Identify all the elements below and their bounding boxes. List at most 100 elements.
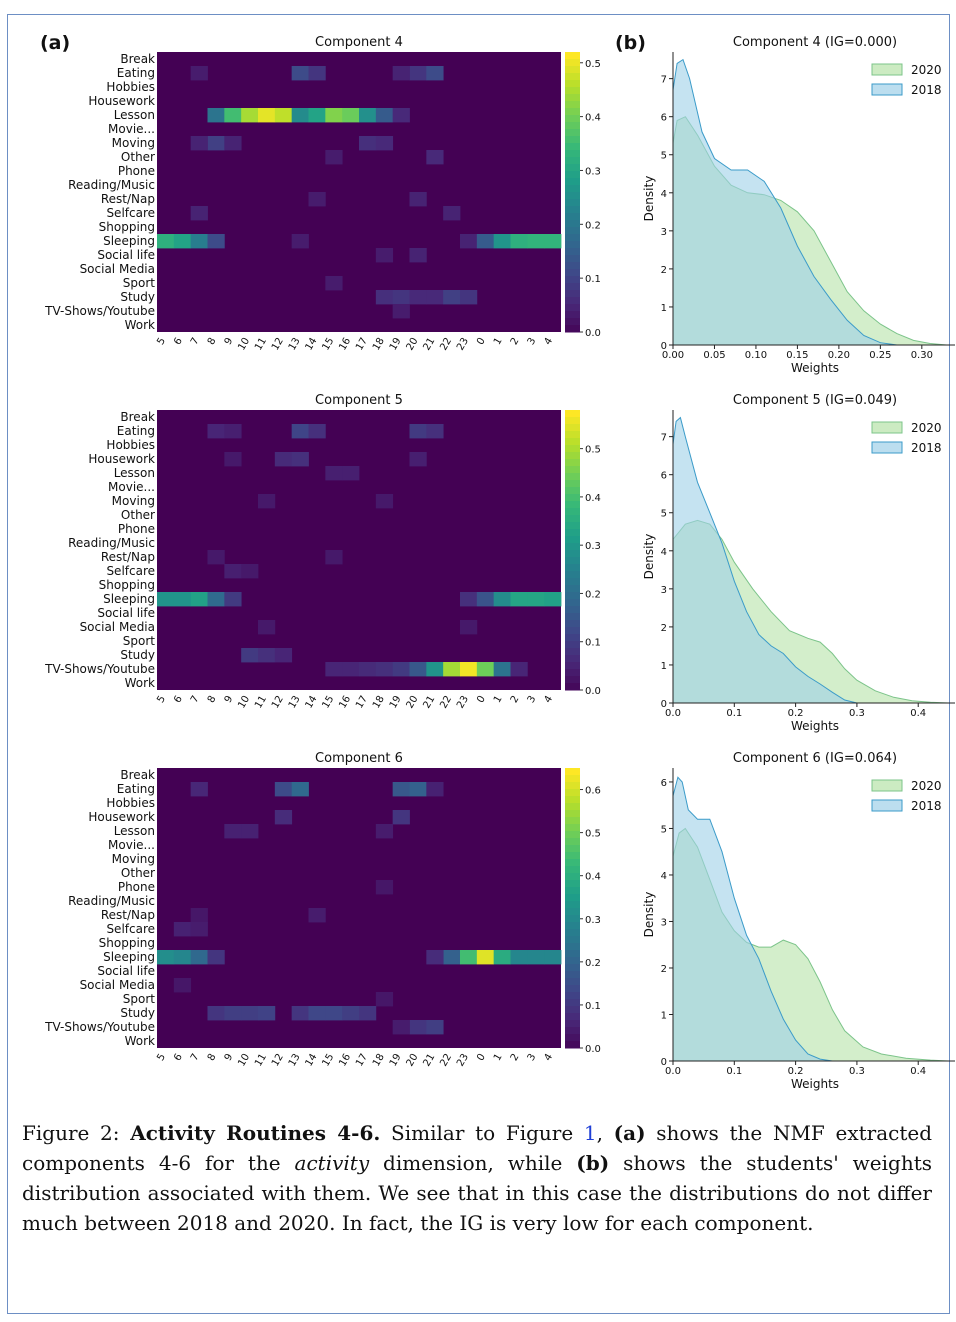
colorbar-segment	[565, 80, 580, 88]
heatmap-cell	[308, 1006, 326, 1021]
heatmap-cell	[241, 648, 259, 663]
colorbar-tick-label: 0.0	[585, 1044, 601, 1055]
colorbar-segment	[565, 578, 580, 586]
colorbar-segment	[565, 585, 580, 593]
kde-y-axis-label: Density	[642, 534, 656, 580]
colorbar-segment	[565, 150, 580, 158]
heatmap-cell	[308, 108, 326, 123]
heatmap-background	[157, 52, 561, 332]
colorbar-segment	[565, 936, 580, 944]
colorbar-segment	[565, 164, 580, 172]
colorbar-segment	[565, 1041, 580, 1049]
row-label: Break	[120, 52, 155, 66]
heatmap-cell	[173, 592, 192, 607]
colorbar-segment	[565, 66, 580, 74]
kde-x-tick-label: 0.2	[788, 1066, 804, 1077]
column-label: 18	[371, 1052, 387, 1069]
heatmap-cell	[443, 206, 461, 221]
kde-x-tick-label: 0.10	[745, 350, 767, 361]
heatmap-cell	[409, 662, 427, 677]
heatmap-cell	[375, 136, 394, 151]
kde-x-tick-label: 0.20	[828, 350, 850, 361]
heatmap-cell	[392, 66, 410, 81]
colorbar-segment	[565, 599, 580, 607]
column-label: 21	[421, 694, 437, 711]
heatmap-cell	[375, 992, 394, 1007]
heatmap-title: Component 6	[315, 751, 403, 766]
colorbar-tick-label: 0.1	[585, 274, 601, 285]
colorbar-tick-label: 0.3	[585, 166, 601, 177]
heatmap-cell	[224, 136, 242, 151]
row-label: Hobbies	[106, 80, 155, 94]
column-label: 18	[371, 336, 387, 353]
row-label: Selfcare	[106, 922, 155, 936]
colorbar-tick-label: 0.4	[585, 113, 601, 124]
colorbar-segment	[565, 852, 580, 860]
column-label: 0	[475, 336, 488, 347]
legend-label-2018: 2018	[911, 441, 942, 455]
heatmap-cell	[392, 1020, 410, 1035]
row-label: Reading/Music	[68, 894, 155, 908]
kde-y-axis-label: Density	[642, 892, 656, 938]
kde-y-tick-label: 4	[661, 871, 667, 882]
colorbar-segment	[565, 1013, 580, 1021]
colorbar-segment	[565, 220, 580, 228]
caption-ref-b: (b)	[576, 1151, 610, 1175]
colorbar-segment	[565, 922, 580, 930]
heatmap-cell	[258, 108, 276, 123]
colorbar-segment	[565, 185, 580, 193]
heatmap-cell	[325, 550, 343, 565]
row-label: Eating	[117, 782, 155, 796]
kde-y-tick-label: 1	[661, 303, 667, 314]
caption-text: shows the students' weights distribution…	[22, 1151, 932, 1235]
column-label: 12	[270, 336, 286, 353]
colorbar-tick-label: 0.5	[585, 59, 601, 70]
heatmap-cell	[224, 424, 242, 439]
heatmap-cell	[190, 782, 208, 797]
column-label: 7	[189, 336, 202, 347]
colorbar-segment	[565, 199, 580, 207]
colorbar-segment	[565, 866, 580, 874]
figure-1-link[interactable]: 1	[583, 1121, 597, 1145]
heatmap-cell	[375, 880, 394, 895]
kde-y-axis-label: Density	[642, 176, 656, 222]
heatmap-cell	[291, 234, 309, 249]
colorbar-segment	[565, 648, 580, 656]
row-label: Sport	[123, 992, 156, 1006]
colorbar-segment	[565, 59, 580, 67]
heatmap-cell	[207, 550, 225, 565]
colorbar-segment	[565, 108, 580, 116]
colorbar-segment	[565, 297, 580, 305]
column-label: 4	[542, 694, 555, 705]
kde-x-tick-label: 0.15	[786, 350, 808, 361]
legend-swatch-2018	[871, 441, 903, 454]
kde-component-5: Component 5 (IG=0.049) 0.0 0.1 0.2 0.3 0.4 0 1 2…	[642, 393, 955, 733]
kde-y-tick-label: 2	[661, 265, 667, 276]
heatmap-cell	[443, 290, 461, 305]
heatmap-cell	[190, 908, 208, 923]
column-label: 1	[492, 694, 505, 705]
heatmap-cell	[241, 108, 259, 123]
column-label: 0	[475, 1052, 488, 1063]
colorbar-segment	[565, 129, 580, 137]
column-label: 20	[405, 336, 421, 353]
column-label: 2	[509, 336, 522, 347]
heatmap-cell	[443, 950, 461, 965]
kde-y-tick-label: 1	[661, 1010, 667, 1021]
figure-caption: Figure 2: Activity Routines 4-6. Similar…	[22, 1118, 932, 1238]
heatmap-cell	[241, 824, 259, 839]
colorbar-segment	[565, 1027, 580, 1035]
colorbar-segment	[565, 122, 580, 130]
row-label: Lesson	[114, 824, 155, 838]
column-label: 16	[337, 1052, 353, 1069]
row-label: TV-Shows/Youtube	[44, 662, 155, 676]
row-label: Social Media	[80, 262, 155, 276]
heatmap-cell	[224, 824, 242, 839]
row-label: Selfcare	[106, 564, 155, 578]
heatmap-cell	[375, 494, 394, 509]
heatmap-cell	[308, 424, 326, 439]
heatmap-cell	[359, 662, 377, 677]
heatmap-cell	[476, 592, 495, 607]
heatmap-cell	[325, 466, 343, 481]
row-label: Rest/Nap	[101, 908, 155, 922]
